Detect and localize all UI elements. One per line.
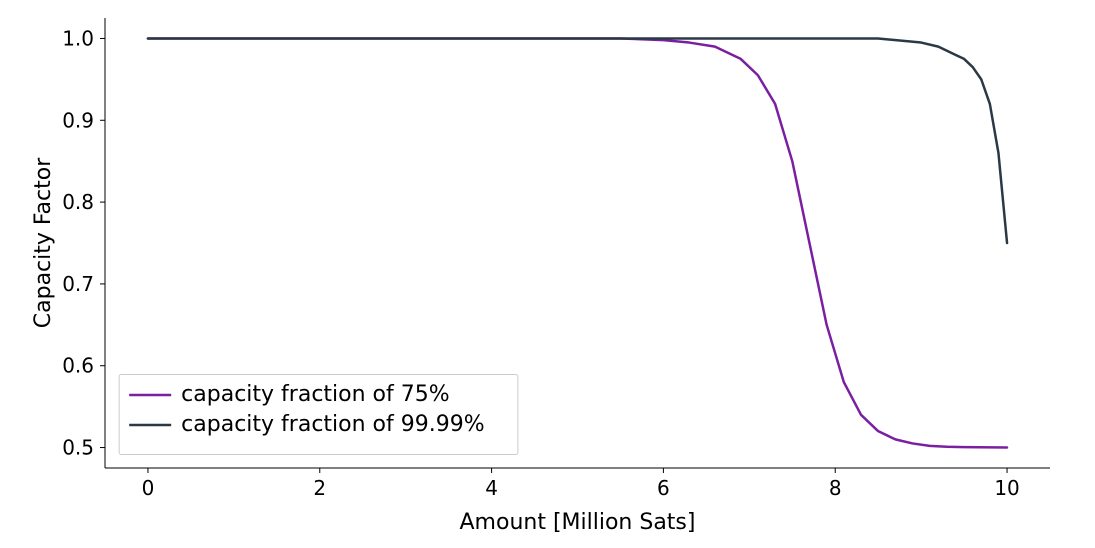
legend-label-0: capacity fraction of 75% bbox=[181, 382, 449, 407]
y-tick-label: 0.7 bbox=[62, 272, 94, 296]
x-tick-label: 10 bbox=[994, 476, 1019, 500]
y-tick-label: 0.5 bbox=[62, 436, 94, 460]
x-tick-label: 0 bbox=[142, 476, 155, 500]
legend-label-1: capacity fraction of 99.99% bbox=[181, 412, 484, 437]
x-tick-label: 6 bbox=[657, 476, 670, 500]
y-axis-label: Capacity Factor bbox=[31, 157, 56, 328]
x-tick-label: 4 bbox=[485, 476, 498, 500]
x-tick-label: 8 bbox=[829, 476, 842, 500]
y-tick-label: 0.6 bbox=[62, 354, 94, 378]
capacity-factor-chart: 0 2 4 6 8 10 0.5 0.6 0.7 0.8 0.9 1.0 Amount [Million… bbox=[0, 0, 1095, 548]
x-axis-label: Amount [Million Sats] bbox=[460, 510, 696, 535]
y-tick-label: 1.0 bbox=[62, 26, 94, 50]
x-tick-label: 2 bbox=[313, 476, 326, 500]
y-tick-label: 0.8 bbox=[62, 190, 94, 214]
y-tick-label: 0.9 bbox=[62, 108, 94, 132]
